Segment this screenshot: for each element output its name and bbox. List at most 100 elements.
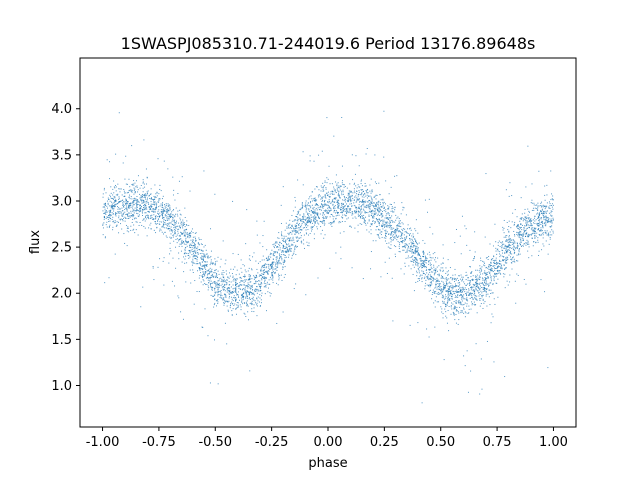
data-point (526, 227, 528, 229)
data-point (361, 201, 363, 203)
data-point (521, 233, 523, 235)
data-point (300, 207, 302, 209)
data-point (324, 234, 326, 236)
data-point (524, 243, 526, 245)
data-point (160, 203, 162, 205)
data-point (158, 198, 160, 200)
data-point (120, 212, 122, 214)
data-point (385, 180, 387, 182)
data-point (311, 198, 313, 200)
data-point (258, 285, 260, 287)
data-point (294, 224, 296, 226)
data-point (462, 291, 464, 293)
data-point (430, 271, 432, 273)
data-point (493, 256, 495, 258)
data-point (106, 211, 108, 213)
data-point (337, 206, 339, 208)
data-point (283, 235, 285, 237)
data-point (541, 208, 543, 210)
data-point (504, 252, 506, 254)
data-point (520, 234, 522, 236)
data-point (457, 291, 459, 293)
data-point (236, 278, 238, 280)
data-point (248, 291, 250, 293)
data-point (388, 213, 390, 215)
data-point (104, 208, 106, 210)
data-point (372, 209, 374, 211)
data-point (372, 220, 374, 222)
data-point (242, 280, 244, 282)
data-point (494, 268, 496, 270)
data-point (150, 208, 152, 210)
data-point (210, 250, 212, 252)
data-point (141, 202, 143, 204)
data-point (201, 243, 203, 245)
data-point (134, 191, 136, 193)
data-point (347, 205, 349, 207)
data-point (332, 220, 334, 222)
data-point (362, 203, 364, 205)
data-point (381, 213, 383, 215)
data-point (416, 275, 418, 277)
data-point (230, 296, 232, 298)
data-point (119, 218, 121, 220)
data-point (540, 211, 542, 213)
data-point (504, 287, 506, 289)
data-point (471, 302, 473, 304)
data-point (307, 225, 309, 227)
data-point (511, 259, 513, 261)
data-point (444, 285, 446, 287)
data-point (295, 244, 297, 246)
data-point (187, 241, 189, 243)
data-point (164, 204, 166, 206)
data-point (369, 205, 371, 207)
data-point (442, 297, 444, 299)
data-point (252, 289, 254, 291)
data-point (486, 277, 488, 279)
data-point (301, 204, 303, 206)
data-point (144, 194, 146, 196)
data-point (532, 245, 534, 247)
data-point (363, 221, 365, 223)
data-point (338, 194, 340, 196)
data-point (447, 259, 449, 261)
data-point (217, 256, 219, 258)
data-point (222, 288, 224, 290)
data-point (351, 205, 353, 207)
data-point (278, 237, 280, 239)
data-point (328, 205, 330, 207)
data-point (279, 241, 281, 243)
data-point (287, 224, 289, 226)
data-point (509, 240, 511, 242)
data-point (173, 189, 175, 191)
data-point (316, 213, 318, 215)
data-point (282, 246, 284, 248)
data-point (447, 309, 449, 311)
data-point (177, 228, 179, 230)
data-point (443, 287, 445, 289)
data-point (142, 187, 144, 189)
data-point (450, 292, 452, 294)
data-point (445, 267, 447, 269)
data-point (375, 212, 377, 214)
data-point (339, 189, 341, 191)
data-point (127, 215, 129, 217)
data-point (275, 258, 277, 260)
data-point (448, 330, 450, 332)
data-point (295, 236, 297, 238)
data-point (127, 218, 129, 219)
data-point (240, 309, 242, 311)
data-point (457, 296, 459, 298)
data-point (264, 283, 266, 285)
data-point (103, 206, 105, 208)
data-point (143, 209, 145, 211)
data-point (125, 214, 127, 216)
data-point (539, 223, 541, 225)
data-point (158, 201, 160, 203)
data-point (194, 246, 196, 248)
data-point (481, 292, 483, 294)
data-point (466, 299, 468, 301)
data-point (161, 203, 163, 205)
data-point (518, 251, 520, 253)
data-point (549, 220, 551, 222)
